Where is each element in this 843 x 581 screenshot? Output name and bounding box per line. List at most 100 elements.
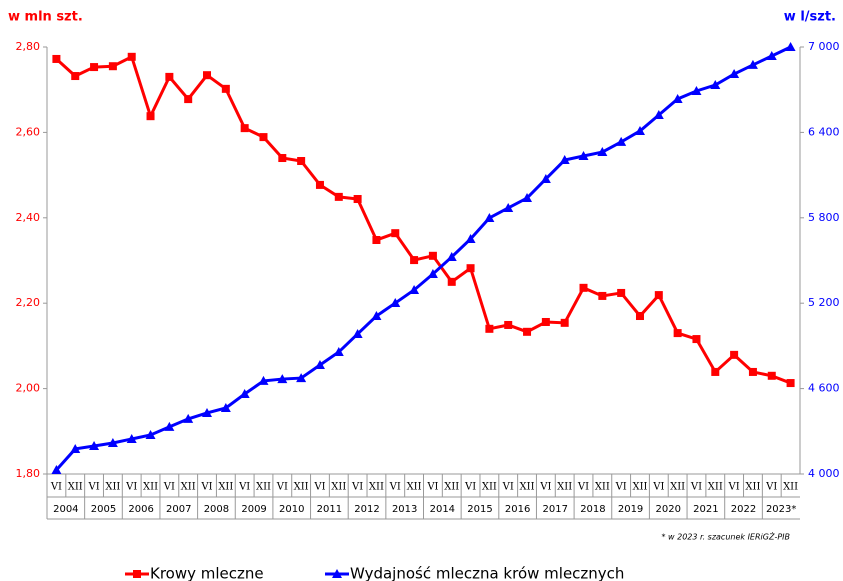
marker bbox=[409, 284, 420, 294]
y-tick-label: 2,00 bbox=[16, 382, 41, 395]
x-tick-label: VI bbox=[163, 482, 175, 493]
marker bbox=[221, 84, 230, 93]
x-tick-label: XII bbox=[407, 482, 422, 493]
marker bbox=[484, 212, 495, 222]
x-tick-label: VI bbox=[652, 482, 664, 493]
marker bbox=[297, 157, 306, 166]
marker bbox=[522, 193, 533, 203]
marker bbox=[277, 374, 288, 384]
x-tick-label: XII bbox=[708, 482, 723, 493]
marker bbox=[673, 329, 682, 338]
x-tick-label: VI bbox=[464, 482, 476, 493]
marker bbox=[729, 69, 740, 79]
x-tick-label: XII bbox=[218, 482, 233, 493]
x-tick-label: VI bbox=[577, 482, 589, 493]
x-tick-label: VI bbox=[276, 482, 288, 493]
note: * w 2023 r. szacunek IERiGŻ-PIB bbox=[661, 532, 790, 542]
x-tick-label: XII bbox=[68, 482, 83, 493]
marker bbox=[710, 80, 721, 90]
x-tick-label: XII bbox=[369, 482, 384, 493]
legend-label: Krowy mleczne bbox=[150, 565, 264, 581]
marker bbox=[315, 180, 324, 189]
x-group-label: 2005 bbox=[91, 504, 116, 515]
marker bbox=[653, 110, 664, 120]
marker bbox=[503, 202, 514, 212]
x-tick-label: XII bbox=[143, 482, 158, 493]
marker bbox=[730, 350, 739, 359]
marker bbox=[220, 402, 231, 412]
marker bbox=[672, 93, 683, 103]
marker bbox=[541, 317, 550, 326]
y2-tick-label: 4 000 bbox=[808, 467, 840, 480]
marker bbox=[334, 192, 343, 201]
y-tick-label: 1,80 bbox=[16, 467, 41, 480]
marker bbox=[711, 367, 720, 376]
marker bbox=[427, 269, 438, 279]
x-group-label: 2012 bbox=[354, 504, 379, 515]
marker bbox=[371, 311, 382, 321]
marker bbox=[767, 371, 776, 380]
x-tick-label: XII bbox=[595, 482, 610, 493]
y2-axis-label: w l/szt. bbox=[784, 10, 836, 25]
x-tick-label: XII bbox=[181, 482, 196, 493]
y2-tick-label: 7 000 bbox=[808, 40, 840, 53]
y2-tick-label: 5 200 bbox=[808, 296, 840, 309]
marker bbox=[146, 112, 155, 121]
x-group-label: 2013 bbox=[392, 504, 417, 515]
legend-marker bbox=[332, 569, 342, 578]
marker bbox=[504, 320, 513, 329]
marker bbox=[239, 389, 250, 399]
x-group-label: 2020 bbox=[655, 504, 680, 515]
marker bbox=[259, 133, 268, 142]
marker bbox=[578, 151, 589, 161]
y-tick-label: 2,20 bbox=[16, 296, 41, 309]
marker bbox=[465, 234, 476, 244]
marker bbox=[51, 465, 62, 475]
x-tick-label: VI bbox=[87, 482, 99, 493]
marker bbox=[485, 324, 494, 333]
y-tick-label: 2,40 bbox=[16, 211, 41, 224]
marker bbox=[428, 251, 437, 260]
marker bbox=[635, 312, 644, 321]
marker bbox=[184, 95, 193, 104]
x-tick-label: VI bbox=[125, 482, 137, 493]
x-group-label: 2004 bbox=[53, 504, 78, 515]
x-tick-label: XII bbox=[294, 482, 309, 493]
marker bbox=[52, 54, 61, 63]
marker bbox=[748, 367, 757, 376]
marker bbox=[410, 256, 419, 265]
legend-label: Wydajność mleczna krów mlecznych bbox=[350, 565, 624, 581]
marker bbox=[617, 288, 626, 297]
marker bbox=[164, 421, 175, 431]
series-line bbox=[55, 54, 792, 385]
marker bbox=[766, 50, 777, 60]
marker bbox=[597, 147, 608, 157]
x-group-label: 2010 bbox=[279, 504, 304, 515]
marker bbox=[540, 173, 551, 183]
marker bbox=[70, 443, 81, 453]
marker bbox=[108, 62, 117, 71]
x-tick-label: XII bbox=[783, 482, 798, 493]
marker bbox=[446, 251, 457, 261]
marker bbox=[372, 236, 381, 245]
x-group-label: 2011 bbox=[317, 504, 342, 515]
marker bbox=[523, 327, 532, 336]
marker bbox=[314, 359, 325, 369]
marker bbox=[616, 136, 627, 146]
series-line bbox=[55, 45, 792, 472]
marker bbox=[333, 347, 344, 357]
marker bbox=[579, 283, 588, 292]
x-tick-label: VI bbox=[539, 482, 551, 493]
y-tick-label: 2,80 bbox=[16, 40, 41, 53]
marker bbox=[296, 373, 307, 383]
x-tick-label: VI bbox=[426, 482, 438, 493]
marker bbox=[747, 59, 758, 69]
marker bbox=[353, 195, 362, 204]
marker bbox=[598, 291, 607, 300]
x-tick-label: XII bbox=[632, 482, 647, 493]
marker bbox=[278, 154, 287, 163]
marker bbox=[126, 433, 137, 443]
marker bbox=[654, 291, 663, 300]
x-tick-label: XII bbox=[482, 482, 497, 493]
